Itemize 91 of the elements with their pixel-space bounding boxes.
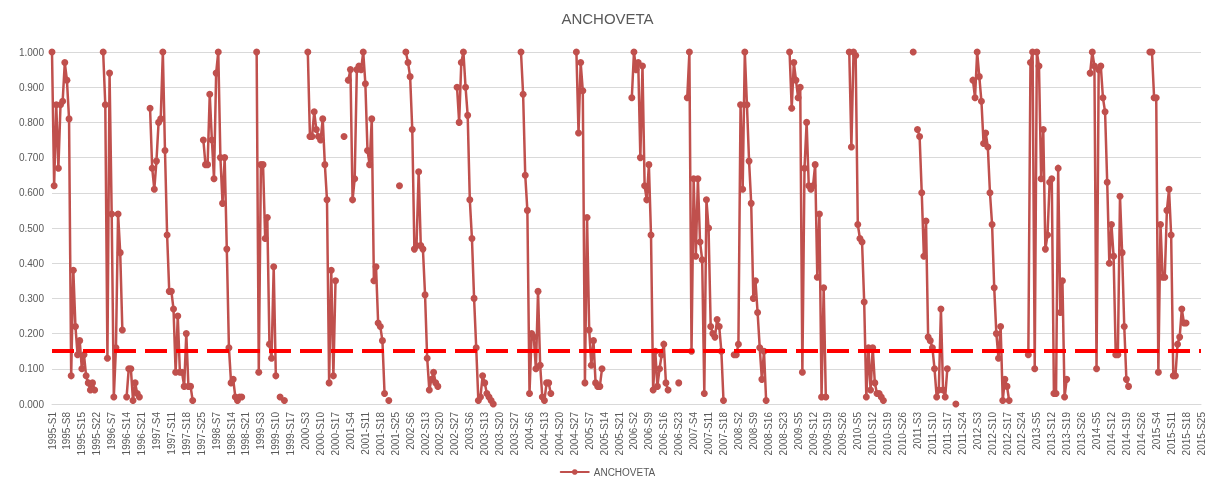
y-tick-label: 0.100 [18,363,45,375]
y-tick-label: 0.000 [18,398,45,410]
x-tick-label: 2013-S19 [1061,411,1073,456]
x-tick-label: 2014-S26 [1135,411,1147,456]
y-tick-label: 0.400 [18,257,45,269]
x-tick-label: 2010-S26 [897,411,909,456]
x-tick-label: 2002-S20 [434,411,446,456]
x-tick-label: 2006-S2 [628,411,640,450]
x-tick-label: 2007-S18 [717,411,729,456]
x-tick-label: 2008-S9 [747,411,759,450]
y-tick-label: 1.000 [18,46,45,58]
x-tick-label: 2010-S12 [867,411,879,456]
x-tick-label: 1999-S10 [270,411,282,456]
x-tick-label: 1999-S17 [285,411,297,456]
x-tick-label: 1995-S15 [76,411,88,456]
x-tick-label: 1999-S3 [255,411,267,450]
x-tick-label: 1997-S4 [150,411,162,450]
x-tick-label: 2003-S6 [464,411,476,450]
chart-title: ANCHOVETA [561,10,654,27]
x-tick-label: 2008-S16 [762,411,774,456]
x-tick-label: 1995-S8 [61,411,73,450]
y-tick-label: 0.600 [18,187,45,199]
x-tick-label: 2009-S5 [792,411,804,450]
x-tick-label: 2004-S6 [524,411,536,450]
legend-label: ANCHOVETA [593,466,656,478]
x-tick-label: 2002-S27 [449,411,461,456]
x-tick-label: 2001-S18 [374,411,386,456]
x-tick-label: 2009-S26 [837,411,849,456]
x-tick-label: 1997-S18 [180,411,192,456]
x-tick-label: 2007-S11 [703,411,715,455]
x-tick-label: 2007-S4 [688,411,700,450]
x-tick-label: 2006-S16 [658,411,670,456]
x-tick-label: 1998-S7 [210,411,222,450]
x-tick-label: 2003-S20 [494,411,506,456]
x-tick-label: 2009-S19 [822,411,834,456]
x-tick-label: 2014-S12 [1105,411,1117,456]
x-tick-label: 2011-S10 [926,411,938,455]
x-tick-label: 2001-S25 [389,411,401,456]
x-tick-label: 2004-S27 [568,411,580,456]
x-tick-label: 2002-S6 [404,411,416,450]
x-tick-label: 2012-S17 [1001,411,1013,456]
x-tick-label: 1996-S7 [106,411,118,450]
x-tick-label: 2004-S20 [553,411,565,456]
x-tick-label: 1996-S14 [121,411,133,456]
y-tick-label: 0.300 [18,292,45,304]
x-tick-label: 2013-S26 [1076,411,1088,456]
x-tick-label: 1997-S11 [165,411,177,455]
x-tick-label: 2010-S19 [882,411,894,456]
x-tick-label: 2005-S7 [583,411,595,450]
x-tick-label: 2014-S5 [1091,411,1103,450]
x-tick-label: 2011-S3 [911,411,923,450]
x-tick-label: 2014-S19 [1120,411,1132,456]
x-tick-label: 2001-S4 [344,411,356,450]
x-tick-label: 2001-S11 [359,411,371,455]
y-tick-label: 0.900 [18,81,45,93]
x-tick-label: 1995-S1 [46,411,58,450]
y-tick-label: 0.700 [18,152,45,164]
x-tick-label: 2006-S9 [643,411,655,450]
x-tick-label: 2011-S17 [941,411,953,455]
x-tick-label: 2013-S12 [1046,411,1058,456]
y-tick-label: 0.200 [18,328,45,340]
x-tick-label: 1996-S21 [136,411,148,456]
x-tick-label: 2008-S2 [732,411,744,450]
y-tick-label: 0.500 [18,222,45,234]
x-tick-label: 1995-S22 [91,411,103,456]
x-tick-label: 2010-S5 [852,411,864,450]
x-tick-label: 2011-S24 [956,411,968,455]
x-tick-label: 2015-S11 [1165,411,1177,455]
x-tick-label: 2015-S25 [1195,411,1207,456]
x-tick-label: 2000-S17 [330,411,342,456]
x-tick-label: 2012-S24 [1016,411,1028,456]
x-tick-label: 2002-S13 [419,411,431,456]
x-tick-label: 2009-S12 [807,411,819,456]
x-tick-label: 2004-S13 [538,411,550,456]
y-tick-label: 0.800 [18,116,45,128]
x-tick-label: 2015-S4 [1150,411,1162,450]
x-tick-label: 2006-S23 [673,411,685,456]
x-tick-label: 2012-S10 [986,411,998,456]
x-tick-label: 2003-S27 [509,411,521,456]
x-tick-label: 2000-S3 [300,411,312,450]
x-tick-label: 2008-S23 [777,411,789,456]
x-tick-label: 1998-S21 [240,411,252,456]
x-tick-label: 2003-S13 [479,411,491,456]
x-tick-label: 2013-S5 [1031,411,1043,450]
x-tick-label: 1997-S25 [195,411,207,456]
x-tick-label: 1998-S14 [225,411,237,456]
x-tick-label: 2012-S3 [971,411,983,450]
x-tick-label: 2005-S21 [613,411,625,456]
x-tick-label: 2005-S14 [598,411,610,456]
x-tick-label: 2000-S10 [315,411,327,456]
x-tick-label: 2015-S18 [1180,411,1192,456]
